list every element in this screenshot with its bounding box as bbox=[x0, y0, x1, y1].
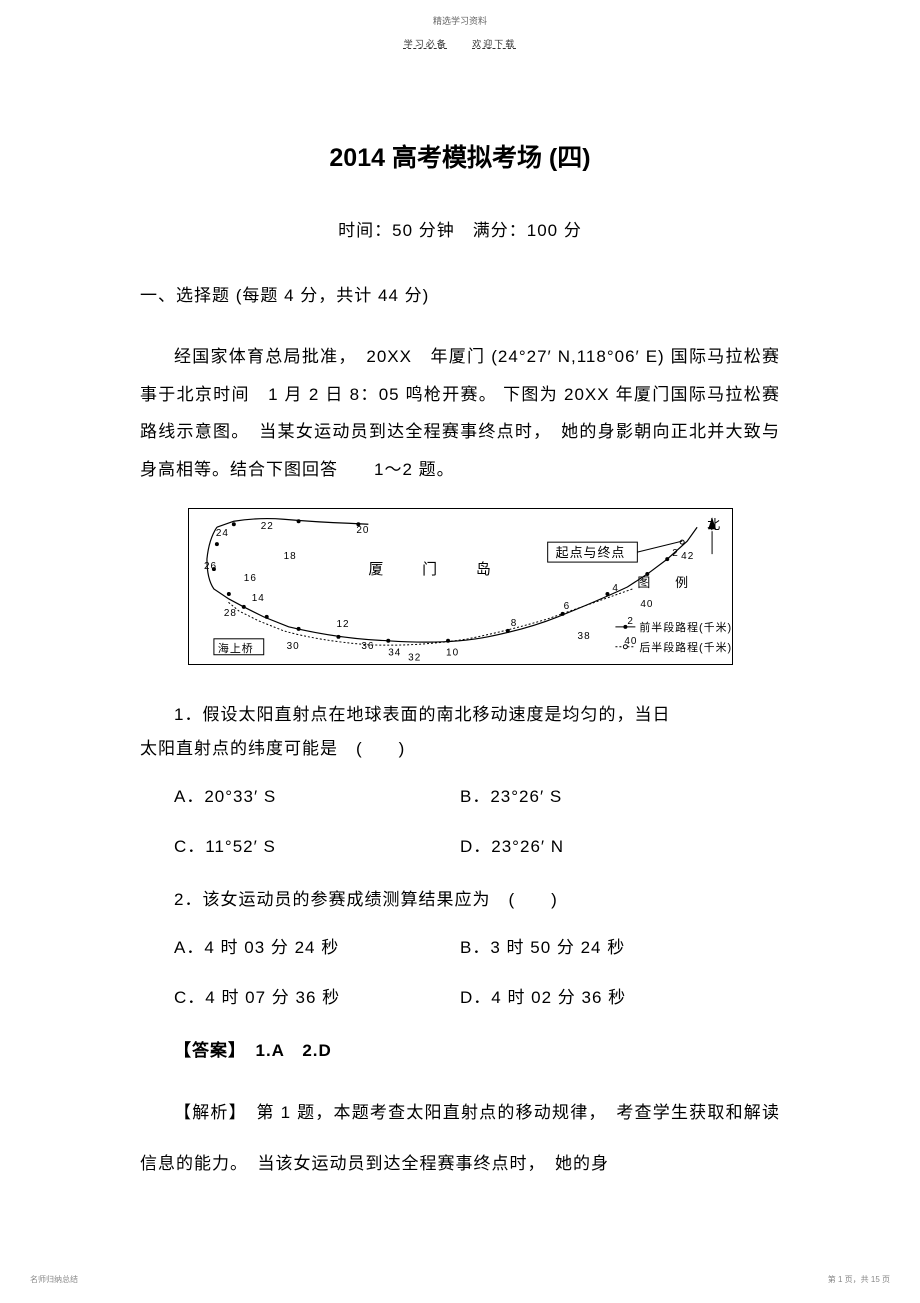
intro-paragraph: 经国家体育总局批准， 20XX 年厦门 (24°27′ N,118°06′ E)… bbox=[140, 338, 780, 488]
q1-opt-a: A．20°33′ S bbox=[140, 778, 460, 815]
header-sub-left: 学习必备 bbox=[404, 39, 468, 49]
svg-text:20: 20 bbox=[356, 525, 369, 536]
figure-container: 2 4 6 8 10 32 34 12 30 36 38 40 42 14 16… bbox=[140, 508, 780, 678]
explanation-paragraph: 【解析】 第 1 题，本题考查太阳直射点的移动规律， 考查学生获取和解读信息的能… bbox=[140, 1087, 780, 1189]
q1-options-row2: C．11°52′ S D．23°26′ N bbox=[140, 828, 780, 865]
section-header: 一、选择题 (每题 4 分，共计 44 分) bbox=[140, 277, 780, 314]
q1-opt-b: B．23°26′ S bbox=[460, 778, 780, 815]
svg-text:22: 22 bbox=[260, 521, 273, 532]
answer-line: 【答案】 1.A 2.D bbox=[140, 1032, 780, 1069]
header-sub-right: 欢迎下载 bbox=[472, 39, 516, 49]
q2-options-row1: A．4 时 03 分 24 秒 B．3 时 50 分 24 秒 bbox=[140, 929, 780, 966]
page-subtitle: 时间：50 分钟 满分：100 分 bbox=[0, 216, 920, 241]
footer-right: 第 1 页，共 15 页 bbox=[828, 1274, 890, 1285]
marathon-map-svg: 2 4 6 8 10 32 34 12 30 36 38 40 42 14 16… bbox=[189, 509, 732, 664]
svg-text:34: 34 bbox=[388, 648, 401, 659]
q2-options-row2: C．4 时 07 分 36 秒 D．4 时 02 分 36 秒 bbox=[140, 979, 780, 1016]
q1-opt-c: C．11°52′ S bbox=[140, 828, 460, 865]
svg-text:26: 26 bbox=[203, 561, 216, 572]
q1-options-row1: A．20°33′ S B．23°26′ S bbox=[140, 778, 780, 815]
svg-text:38: 38 bbox=[577, 631, 590, 642]
content-area: 一、选择题 (每题 4 分，共计 44 分) 经国家体育总局批准， 20XX 年… bbox=[0, 277, 920, 1189]
svg-text:24: 24 bbox=[215, 528, 228, 539]
svg-text:12: 12 bbox=[336, 619, 349, 630]
svg-text:起点与终点: 起点与终点 bbox=[555, 545, 625, 560]
svg-text:30: 30 bbox=[286, 641, 299, 652]
svg-text:厦 门 岛: 厦 门 岛 bbox=[368, 561, 502, 578]
svg-text:后半段路程(千米): 后半段路程(千米) bbox=[639, 640, 732, 654]
q1-stem-line2: 太阳直射点的纬度可能是 ( ) bbox=[140, 732, 780, 766]
svg-text:16: 16 bbox=[243, 573, 256, 584]
svg-text:14: 14 bbox=[251, 593, 264, 604]
header-sub: 学习必备 欢迎下载 bbox=[0, 37, 920, 50]
page-title: 2014 高考模拟考场 (四) bbox=[0, 138, 920, 174]
svg-text:28: 28 bbox=[223, 608, 236, 619]
q1-opt-d: D．23°26′ N bbox=[460, 828, 780, 865]
q2-opt-a: A．4 时 03 分 24 秒 bbox=[140, 929, 460, 966]
svg-text:10: 10 bbox=[446, 648, 459, 659]
q2-stem: 2．该女运动员的参赛成绩测算结果应为 ( ) bbox=[140, 883, 780, 917]
svg-text:海上桥: 海上桥 bbox=[217, 641, 253, 655]
svg-text:18: 18 bbox=[283, 551, 296, 562]
svg-text:4: 4 bbox=[612, 583, 619, 594]
q1-stem-line1: 1．假设太阳直射点在地球表面的南北移动速度是均匀的，当日 bbox=[140, 698, 780, 732]
svg-text:图 例: 图 例 bbox=[637, 575, 694, 590]
q2-opt-c: C．4 时 07 分 36 秒 bbox=[140, 979, 460, 1016]
svg-text:42: 42 bbox=[681, 551, 694, 562]
svg-text:前半段路程(千米): 前半段路程(千米) bbox=[639, 620, 732, 634]
marathon-map-figure: 2 4 6 8 10 32 34 12 30 36 38 40 42 14 16… bbox=[188, 508, 733, 665]
svg-text:2: 2 bbox=[672, 548, 679, 559]
q2-opt-b: B．3 时 50 分 24 秒 bbox=[460, 929, 780, 966]
svg-text:6: 6 bbox=[563, 601, 570, 612]
footer-left: 名师归纳总结 bbox=[30, 1274, 78, 1285]
svg-text:40: 40 bbox=[640, 599, 653, 610]
svg-text:32: 32 bbox=[408, 653, 421, 664]
svg-text:8: 8 bbox=[510, 618, 517, 629]
svg-text:2: 2 bbox=[627, 616, 634, 627]
question-2: 2．该女运动员的参赛成绩测算结果应为 ( ) A．4 时 03 分 24 秒 B… bbox=[140, 883, 780, 1016]
question-1: 1．假设太阳直射点在地球表面的南北移动速度是均匀的，当日 太阳直射点的纬度可能是… bbox=[140, 698, 780, 865]
svg-text:36: 36 bbox=[361, 641, 374, 652]
q2-opt-d: D．4 时 02 分 36 秒 bbox=[460, 979, 780, 1016]
header-top-label: 精选学习资料 bbox=[0, 0, 920, 27]
